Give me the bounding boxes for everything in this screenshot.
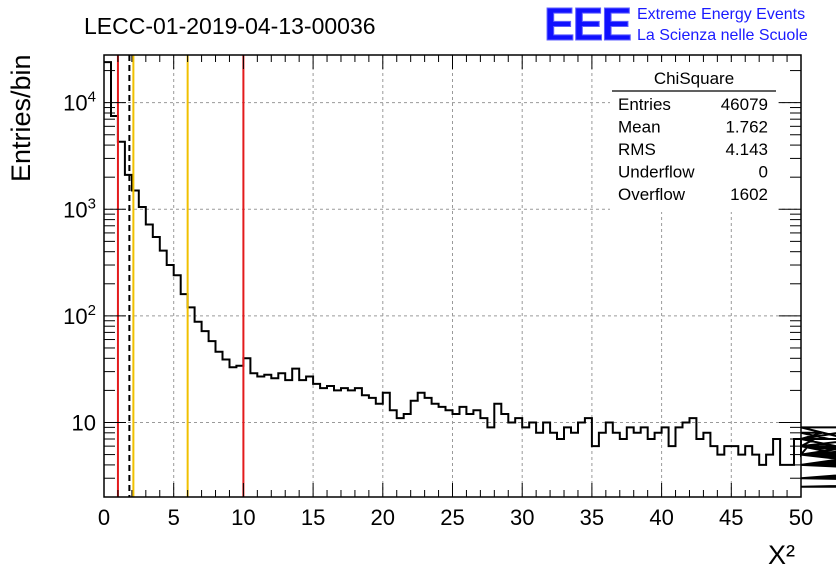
x-tick-label: 0 xyxy=(98,505,110,530)
x-tick-label: 45 xyxy=(719,505,743,530)
y-tick-label: 103 xyxy=(63,195,96,222)
marker-lines-overlay xyxy=(116,55,245,497)
x-axis-label: X² xyxy=(768,540,795,570)
stats-label: Mean xyxy=(618,118,661,137)
stats-label: RMS xyxy=(618,140,656,159)
stats-value: 1.762 xyxy=(725,118,768,137)
y-tick-label: 102 xyxy=(63,302,96,329)
y-tick-label: 10 xyxy=(72,410,96,435)
chart-title: LECC-01-2019-04-13-00036 xyxy=(84,13,376,39)
y-tick-label: 104 xyxy=(63,89,96,116)
x-tick-label: 15 xyxy=(301,505,325,530)
x-tick-label: 35 xyxy=(580,505,604,530)
stats-value: 46079 xyxy=(721,95,768,114)
y-axis-label: Entries/bin xyxy=(6,54,36,182)
logo-line-2: La Scienza nelle Scuole xyxy=(637,27,808,44)
x-tick-label: 25 xyxy=(440,505,464,530)
y-axis-ticks: 10 102 103 104 xyxy=(63,70,801,498)
stats-box-background xyxy=(610,62,778,212)
x-tick-label: 40 xyxy=(649,505,673,530)
stats-box: ChiSquare Entries 46079 Mean 1.762 RMS 4.143 U… xyxy=(610,62,778,212)
x-tick-label: 20 xyxy=(371,505,395,530)
eee-logo: EEE Extreme Energy Events La Scienza nel… xyxy=(544,0,808,51)
stats-box-title: ChiSquare xyxy=(654,69,734,88)
logo-mark: EEE xyxy=(544,0,630,50)
x-tick-label: 50 xyxy=(789,505,813,530)
x-tick-label: 10 xyxy=(231,505,255,530)
stats-rows: Entries 46079 Mean 1.762 RMS 4.143 Underflow 0 O… xyxy=(618,95,768,204)
stats-value: 4.143 xyxy=(725,140,768,159)
stats-label: Entries xyxy=(618,95,671,114)
logo-line-1: Extreme Energy Events xyxy=(637,6,805,23)
stats-value: 1602 xyxy=(730,185,768,204)
x-tick-label: 30 xyxy=(510,505,534,530)
stats-value: 0 xyxy=(759,163,768,182)
stats-label: Overflow xyxy=(618,185,686,204)
x-axis-ticks: 0 5 10 15 20 25 30 35 40 45 50 xyxy=(98,55,813,530)
stats-label: Underflow xyxy=(618,163,695,182)
x-tick-label: 5 xyxy=(168,505,180,530)
